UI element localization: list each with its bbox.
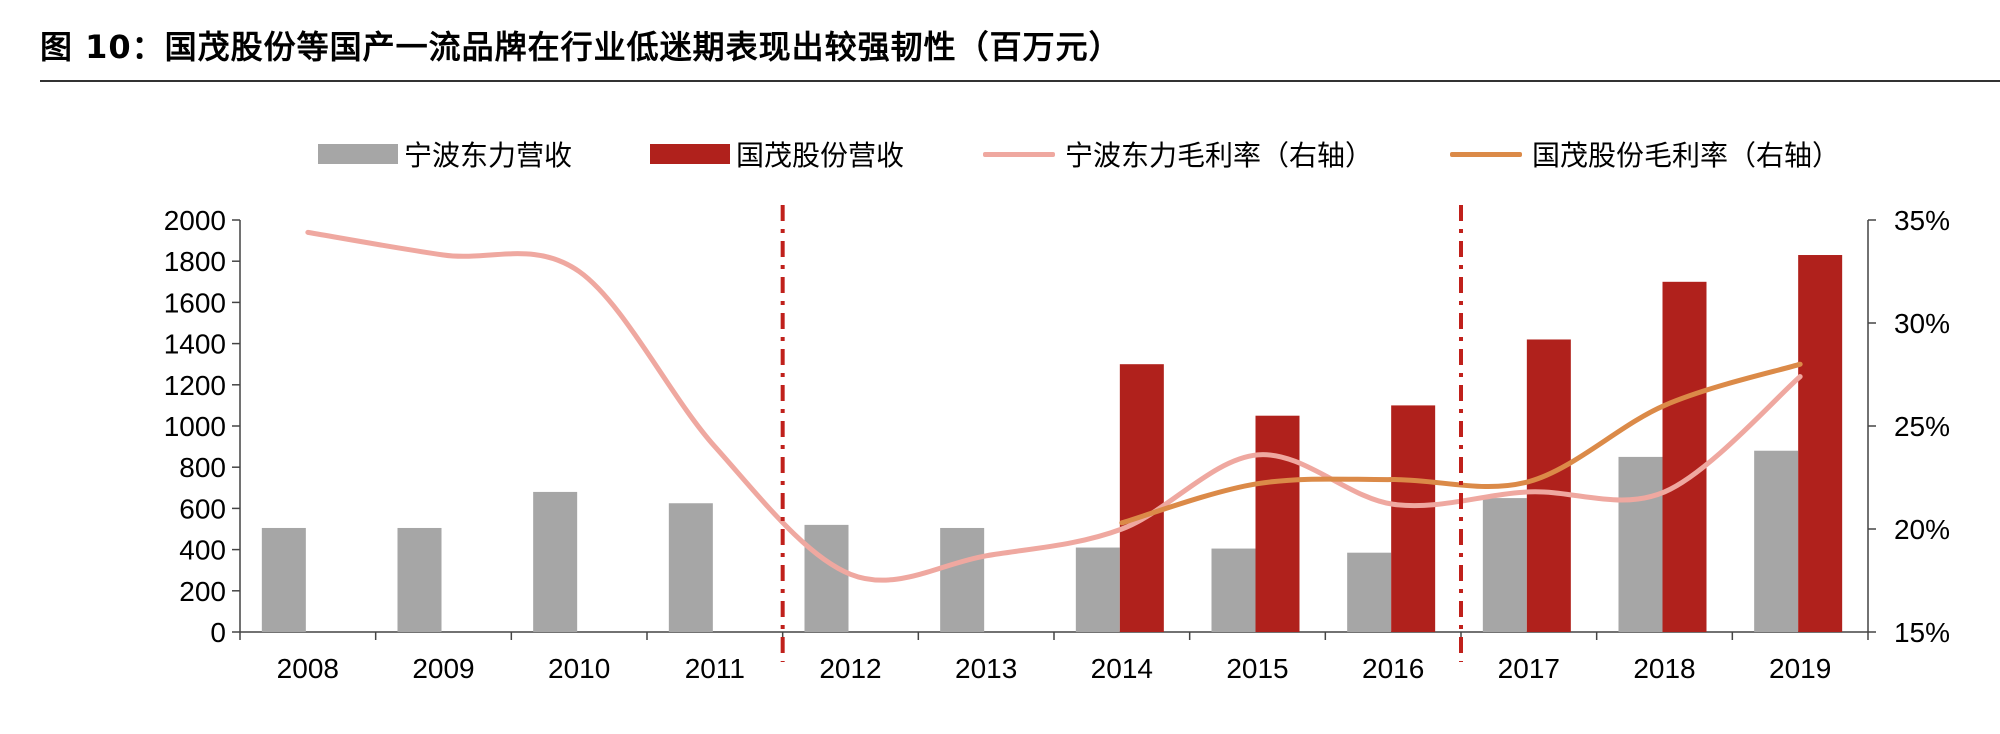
x-axis-tick-label: 2010 <box>548 653 610 684</box>
title-divider <box>40 80 2000 82</box>
bar-guomao-revenue <box>1798 255 1843 632</box>
chart-legend: 宁波东力营收 国茂股份营收 宁波东力毛利率（右轴） 国茂股份毛利率（右轴） <box>0 134 2000 174</box>
legend-item-ningbo-margin: 宁波东力毛利率（右轴） <box>983 134 1373 174</box>
bar-ningbo-revenue <box>804 524 849 632</box>
legend-label-ningbo-margin: 宁波东力毛利率（右轴） <box>1065 139 1374 172</box>
x-axis-tick-label: 2019 <box>1769 653 1831 684</box>
legend-item-ningbo-revenue: 宁波东力营收 <box>318 134 572 174</box>
bar-ningbo-revenue <box>1347 552 1392 632</box>
x-axis-tick-label: 2012 <box>819 653 881 684</box>
x-axis-tick-label: 2017 <box>1498 653 1560 684</box>
right-axis-tick-label: 35% <box>1894 205 1950 236</box>
left-axis-tick-label: 1000 <box>164 411 226 442</box>
right-axis-tick-label: 25% <box>1894 411 1950 442</box>
bar-ningbo-revenue <box>1075 547 1120 632</box>
bar-ningbo-revenue <box>668 503 713 632</box>
x-axis-tick-label: 2009 <box>412 653 474 684</box>
bar-ningbo-revenue <box>1618 456 1663 632</box>
left-axis-tick-label: 0 <box>210 617 226 648</box>
legend-label-guomao-margin: 国茂股份毛利率（右轴） <box>1532 139 1841 172</box>
x-axis-tick-label: 2011 <box>685 653 745 684</box>
left-axis-tick-label: 1600 <box>164 287 226 318</box>
right-axis-tick-label: 20% <box>1894 514 1950 545</box>
left-axis-tick-label: 800 <box>179 452 226 483</box>
legend-swatch-guomao-margin <box>1450 151 1522 157</box>
legend-label-guomao-revenue: 国茂股份营收 <box>736 139 905 172</box>
right-axis-tick-label: 15% <box>1894 617 1950 648</box>
bar-guomao-revenue <box>1119 364 1164 632</box>
bar-guomao-revenue <box>1662 281 1707 632</box>
legend-item-guomao-revenue: 国茂股份营收 <box>650 134 904 174</box>
x-axis-tick-label: 2018 <box>1633 653 1695 684</box>
x-axis-tick-label: 2016 <box>1362 653 1424 684</box>
legend-swatch-guomao-revenue <box>650 144 730 164</box>
x-axis-tick-label: 2013 <box>955 653 1017 684</box>
left-axis-tick-label: 1800 <box>164 246 226 277</box>
bar-guomao-revenue <box>1255 415 1300 632</box>
legend-swatch-ningbo-revenue <box>318 144 398 164</box>
bar-guomao-revenue <box>1526 339 1571 632</box>
bar-ningbo-revenue <box>1482 498 1527 632</box>
left-axis-tick-label: 600 <box>179 493 226 524</box>
page-title: 图 10：国茂股份等国产一流品牌在行业低迷期表现出较强韧性（百万元） <box>40 28 1122 66</box>
left-axis-tick-label: 1400 <box>164 329 226 360</box>
x-axis-tick-label: 2014 <box>1091 653 1153 684</box>
bar-ningbo-revenue <box>397 527 442 632</box>
bar-guomao-revenue <box>1391 405 1436 632</box>
bar-ningbo-revenue <box>940 527 985 632</box>
left-axis-tick-label: 2000 <box>164 205 226 236</box>
left-axis-tick-label: 200 <box>179 576 226 607</box>
line-guomao-margin <box>1119 361 1803 526</box>
right-axis-tick-label: 30% <box>1894 308 1950 339</box>
left-axis-tick-label: 400 <box>179 535 226 566</box>
legend-label-ningbo-revenue: 宁波东力营收 <box>404 139 573 172</box>
legend-swatch-ningbo-margin <box>983 151 1055 157</box>
bar-ningbo-revenue <box>533 491 578 632</box>
line-ningbo-margin <box>305 229 1803 583</box>
bar-ningbo-revenue <box>261 527 306 632</box>
bar-ningbo-revenue <box>1211 548 1256 632</box>
legend-item-guomao-margin: 国茂股份毛利率（右轴） <box>1450 134 1840 174</box>
bar-ningbo-revenue <box>1754 450 1799 632</box>
x-axis-tick-label: 2015 <box>1226 653 1288 684</box>
x-axis-tick-label: 2008 <box>277 653 339 684</box>
left-axis-tick-label: 1200 <box>164 370 226 401</box>
